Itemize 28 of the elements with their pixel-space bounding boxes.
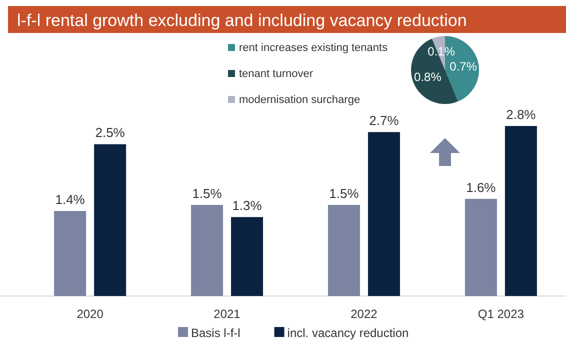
legend-label: incl. vacancy reduction bbox=[287, 326, 409, 340]
data-label: 2.7% bbox=[369, 113, 400, 128]
data-label: 1.3% bbox=[232, 198, 262, 214]
x-tick-label: 2022 bbox=[350, 307, 378, 321]
data-label: 2.5% bbox=[95, 125, 126, 140]
data-label: 0.7% bbox=[450, 59, 478, 74]
legend-label: tenant turnover bbox=[239, 68, 314, 80]
data-label: 1.6% bbox=[466, 180, 496, 195]
bar bbox=[94, 144, 126, 296]
legend-label: Basis l-f-l bbox=[191, 326, 240, 340]
bar bbox=[54, 211, 86, 296]
data-label: 1.5% bbox=[192, 186, 222, 201]
x-tick-label: Q1 2023 bbox=[478, 307, 524, 321]
bar bbox=[464, 198, 497, 296]
bar bbox=[504, 126, 537, 296]
data-label: 0.8% bbox=[414, 70, 442, 84]
x-tick-label: 2020 bbox=[76, 307, 104, 321]
data-label: 1.4% bbox=[55, 192, 86, 207]
bar bbox=[328, 204, 360, 296]
bar bbox=[231, 217, 264, 296]
x-tick-label: 2021 bbox=[214, 307, 241, 321]
data-label: 2.8% bbox=[506, 107, 536, 122]
legend-label: modernisation surcharge bbox=[239, 94, 360, 106]
legend-label: rent increases existing tenants bbox=[239, 42, 388, 54]
bar bbox=[368, 132, 400, 296]
data-label: 1.5% bbox=[329, 186, 360, 201]
chart-title: l-f-l rental growth excluding and including vacancy reduction bbox=[17, 11, 467, 30]
bar bbox=[191, 204, 224, 296]
